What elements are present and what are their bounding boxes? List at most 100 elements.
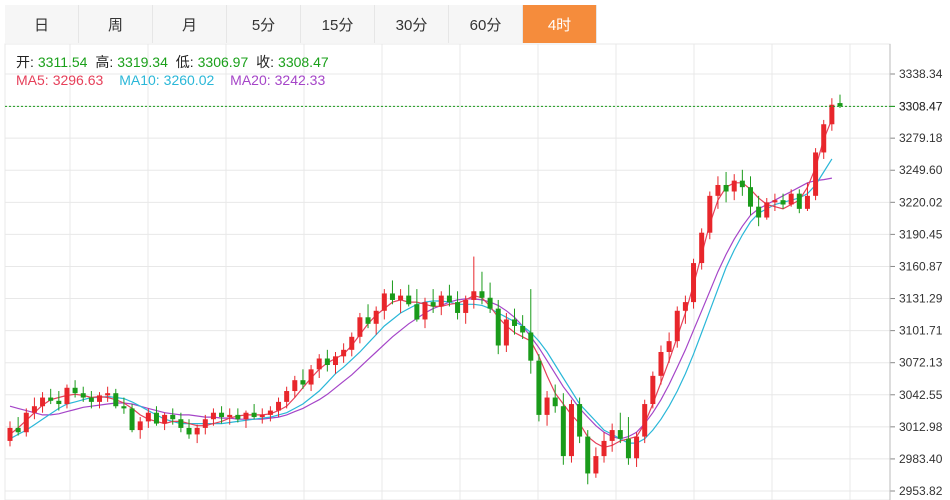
tab-30min[interactable]: 30分: [375, 5, 449, 43]
candle-body: [7, 427, 13, 441]
tab-week[interactable]: 周: [79, 5, 153, 43]
y-tick-label: 3101.71: [899, 324, 943, 338]
candle-body: [739, 180, 745, 188]
candle-body: [194, 427, 200, 435]
candle-body: [389, 293, 395, 300]
ma20-label: MA20:: [230, 72, 271, 88]
candle-body: [471, 291, 477, 300]
candle-body: [202, 419, 208, 428]
candle-body: [528, 332, 534, 361]
candle-body: [544, 397, 550, 415]
y-tick-label: 3249.60: [899, 163, 943, 177]
candle-body: [707, 195, 713, 233]
candle-body: [210, 412, 216, 420]
ohlc-readout: 开: 3311.54 高: 3319.34 低: 3306.97 收: 3308.47: [16, 52, 333, 72]
candle-body: [512, 319, 518, 326]
candle-body: [324, 358, 330, 366]
tab-4hour[interactable]: 4时: [523, 5, 597, 43]
candle-body: [455, 302, 461, 313]
candle-body: [105, 393, 111, 396]
ma20-value: 3242.33: [274, 72, 326, 88]
candle-body: [267, 410, 273, 415]
candle-body: [536, 360, 542, 415]
candle-body: [332, 356, 338, 366]
y-tick-label: 2983.40: [899, 452, 943, 466]
ma5-value: 3296.63: [52, 72, 104, 88]
candle-body: [414, 304, 420, 320]
candle-body: [357, 317, 363, 337]
candle-body: [406, 295, 412, 305]
candle-body: [80, 393, 86, 398]
candle-body: [617, 430, 623, 439]
candle-body: [625, 438, 631, 459]
candle-body: [64, 387, 70, 405]
candle-body: [422, 302, 428, 320]
candle-body: [15, 427, 21, 433]
y-tick-label: 3220.02: [899, 195, 943, 209]
tab-60min[interactable]: 60分: [449, 5, 523, 43]
last-price-label: 3308.47: [899, 99, 943, 113]
candle-body: [23, 412, 29, 433]
candle-body: [153, 412, 159, 424]
low-value: 3306.97: [197, 54, 249, 70]
plot-border: [4, 43, 891, 500]
y-tick-label: 3160.87: [899, 259, 943, 273]
candle-body: [691, 263, 697, 303]
candle-body: [503, 319, 509, 346]
candle-body: [373, 310, 379, 324]
candle-body: [170, 414, 176, 420]
candle-body: [479, 291, 485, 298]
candle-body: [178, 419, 184, 428]
candle-body: [796, 193, 802, 209]
y-tick-label: 3131.29: [899, 292, 943, 306]
candle-body: [772, 200, 778, 203]
tab-day[interactable]: 日: [5, 5, 79, 43]
y-tick-label: 3012.98: [899, 420, 943, 434]
candle-body: [259, 414, 265, 418]
tab-15min[interactable]: 15分: [301, 5, 375, 43]
candle-body: [568, 404, 574, 457]
candle-body: [121, 406, 127, 409]
candle-body: [463, 299, 469, 313]
candle-body: [731, 180, 737, 192]
candle-body: [804, 195, 810, 209]
ma5-line: [9, 118, 833, 449]
candle-body: [609, 430, 615, 441]
candle-body: [723, 184, 729, 192]
candle-body: [813, 152, 819, 196]
candle-body: [186, 427, 192, 435]
candle-body: [365, 317, 371, 324]
candle-body: [162, 414, 168, 424]
tab-5min[interactable]: 5分: [227, 5, 301, 43]
y-tick-label: 3279.18: [899, 131, 943, 145]
candle-body: [788, 193, 794, 205]
candle-body: [243, 412, 249, 420]
candle-body: [292, 380, 298, 392]
tab-month[interactable]: 月: [153, 5, 227, 43]
candle-body: [682, 302, 688, 311]
candle-body: [430, 302, 436, 307]
candle-body: [145, 412, 151, 422]
candle-body: [276, 401, 282, 411]
y-tick-label: 2953.82: [899, 484, 943, 498]
candle-body: [495, 308, 501, 346]
candle-body: [341, 349, 347, 357]
candle-body: [219, 412, 225, 418]
candle-body: [601, 440, 607, 457]
timeframe-tabs: 日 周 月 5分 15分 30分 60分 4时: [5, 5, 597, 43]
candle-body: [552, 397, 558, 407]
candle-body: [308, 369, 314, 385]
candle-body: [235, 414, 241, 420]
candles: [7, 94, 843, 485]
open-label: 开:: [16, 54, 34, 70]
last-price-marker: 3308.47: [5, 99, 943, 113]
candle-body: [72, 387, 78, 394]
candle-body: [666, 341, 672, 352]
open-value: 3311.54: [37, 54, 88, 70]
y-tick-label: 3308.47: [899, 99, 943, 113]
candle-body: [520, 325, 526, 333]
moving-average-lines: [9, 118, 833, 449]
candle-body: [756, 206, 762, 218]
candle-body: [585, 436, 591, 474]
